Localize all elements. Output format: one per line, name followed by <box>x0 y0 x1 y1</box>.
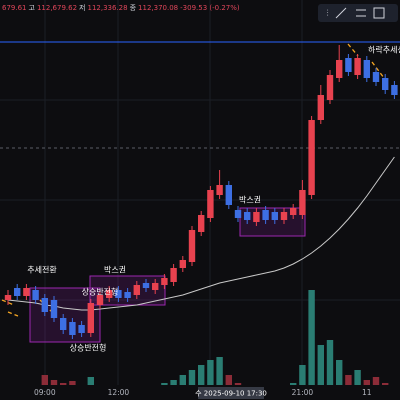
x-tick-label: 21:00 <box>292 388 314 397</box>
tool-icon[interactable] <box>373 7 385 19</box>
ohlc-key: 종 <box>130 4 137 12</box>
toolbar: ⋮ <box>318 4 398 22</box>
volume-bar <box>299 365 306 395</box>
candle-body <box>69 322 76 335</box>
ohlc-value: 679.61 <box>2 4 27 12</box>
candle-body <box>299 190 306 215</box>
x-tick-label: 11 <box>362 388 372 397</box>
moving-average <box>7 156 395 311</box>
candle-body <box>225 185 232 205</box>
candle-body <box>271 212 278 220</box>
candle-body <box>188 230 196 262</box>
ohlc-value: 112,679.62 <box>37 4 77 12</box>
candle-body <box>106 290 113 298</box>
volume-bar <box>317 345 324 395</box>
ohlc-value: -309.53 (-0.27%) <box>180 4 240 12</box>
x-tick-label: 12:00 <box>108 388 130 397</box>
candle-body <box>41 298 48 312</box>
annotation-label: 박스권 <box>239 195 261 205</box>
candle-body <box>391 85 398 95</box>
trend-line <box>371 61 385 79</box>
annotation-label: 추세전환 <box>27 265 57 275</box>
crosshair-label-bg <box>198 387 264 399</box>
volume-bar <box>207 360 214 395</box>
toolbar-grip[interactable]: ⋮ <box>324 8 332 17</box>
volume-bar <box>336 360 343 395</box>
candle-body <box>4 295 12 300</box>
candle-body <box>345 58 352 72</box>
volume-bar <box>198 365 205 395</box>
candle-body <box>87 303 94 333</box>
volume-bar <box>188 370 196 395</box>
candle-body <box>280 212 288 220</box>
annotation-label: 박스권 <box>104 265 126 275</box>
candle-body <box>262 210 269 220</box>
candle-body <box>382 78 389 90</box>
trend-line <box>347 43 359 57</box>
trend-line <box>7 311 19 317</box>
candle-body <box>317 95 324 120</box>
candle-body <box>244 212 251 220</box>
ohlc-value: 112,370.08 <box>138 4 178 12</box>
tool-icon[interactable] <box>335 7 347 19</box>
candle-body <box>216 185 223 195</box>
candle-body <box>124 292 131 298</box>
candle-body <box>23 288 30 296</box>
volume-bar <box>308 290 315 395</box>
candle-body <box>96 295 104 305</box>
volume-bar <box>216 357 223 395</box>
candle-body <box>50 300 58 318</box>
candle-body <box>32 290 39 300</box>
ohlc-key: 저 <box>79 3 85 12</box>
candle-body <box>142 283 150 288</box>
candle-body <box>170 268 177 282</box>
annotation-label: 하락추세선 <box>368 45 400 55</box>
trend-line <box>1 299 15 306</box>
candle-body <box>161 278 168 285</box>
header: 679.61 고 112,679.62 저 112,336.28 종 112,370.08-… <box>2 3 240 12</box>
annotation-label: 상승반전형 <box>70 343 107 353</box>
candle-body <box>354 58 361 75</box>
candle-body <box>78 325 85 333</box>
volume-bar <box>354 370 361 395</box>
candle-body <box>179 260 186 268</box>
annotation-label: 상승반전형 <box>82 287 119 297</box>
x-tick-label: 09:00 <box>34 388 56 397</box>
candle-body <box>234 210 242 218</box>
candle-body <box>14 288 21 296</box>
candle-body <box>207 190 214 218</box>
candle-body <box>326 75 334 100</box>
candle-body <box>152 283 159 290</box>
candle-body <box>290 208 297 215</box>
annotations: 추세전환박스권상승반전형상승반전형박스권하락추세선 <box>27 45 400 353</box>
volume-bar <box>326 340 334 395</box>
candle-body <box>253 212 260 222</box>
candle-body <box>363 60 370 78</box>
candle-body <box>372 72 380 82</box>
candle-body <box>198 215 205 232</box>
candle-body <box>133 285 140 295</box>
ohlc-value: 112,336.28 <box>88 4 128 12</box>
crosshair-label: 수 2025-09-10 17:30 <box>195 390 267 398</box>
candle-body <box>115 290 122 298</box>
candle-body <box>308 120 315 195</box>
ohlc-key: 고 <box>29 4 36 12</box>
candle-body <box>336 60 343 78</box>
candle-body <box>60 318 67 330</box>
